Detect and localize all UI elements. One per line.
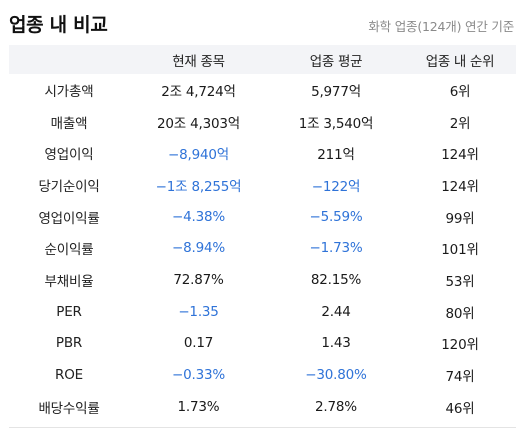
table-row: PBR 0.17 1.43 120위 bbox=[9, 328, 516, 360]
current-value: −8,940억 bbox=[168, 147, 229, 164]
rank-value: 53위 bbox=[445, 273, 475, 290]
average-value: −1.73% bbox=[309, 240, 363, 257]
current-value: −4.38% bbox=[172, 208, 225, 225]
average-value: 5,977억 bbox=[311, 83, 361, 100]
row-label: 영업이익 bbox=[44, 147, 94, 164]
row-label: PBR bbox=[55, 335, 83, 352]
table-row: 매출액 20조 4,303억 1조 3,540억 2위 bbox=[9, 106, 516, 138]
row-label: ROE bbox=[55, 367, 83, 384]
average-value: 82.15% bbox=[310, 271, 362, 288]
table-bottom-divider bbox=[9, 427, 516, 428]
rank-value: 120위 bbox=[441, 337, 479, 354]
rank-value: 124위 bbox=[441, 178, 479, 195]
row-label: 영업이익률 bbox=[38, 210, 100, 227]
rank-value: 46위 bbox=[445, 400, 475, 417]
average-value: 1조 3,540억 bbox=[298, 115, 374, 132]
row-label: 시가총액 bbox=[44, 83, 94, 100]
current-value: 20조 4,303억 bbox=[157, 115, 240, 132]
column-header-metric bbox=[9, 45, 129, 74]
row-label: 매출액 bbox=[50, 115, 88, 132]
current-value: −1조 8,255억 bbox=[155, 178, 242, 195]
current-value: −8.94% bbox=[172, 240, 225, 257]
average-value: 2.44 bbox=[321, 303, 351, 320]
average-value: −30.80% bbox=[305, 367, 367, 384]
rank-value: 74위 bbox=[445, 369, 475, 386]
table-row: 시가총액 2조 4,724억 5,977억 6위 bbox=[9, 74, 516, 106]
panel-subtitle: 화학 업종(124개) 연간 기준 bbox=[368, 19, 514, 34]
current-value: 72.87% bbox=[173, 271, 224, 288]
table-row: 부채비율 72.87% 82.15% 53위 bbox=[9, 264, 516, 296]
comparison-table: 현재 종목 업종 평균 업종 내 순위 시가총액 2조 4,724억 5,977억 6… bbox=[9, 45, 516, 423]
column-header-rank: 업종 내 순위 bbox=[425, 53, 495, 70]
column-header-average: 업종 평균 bbox=[309, 53, 363, 70]
table-row: PER −1.35 2.44 80위 bbox=[9, 296, 516, 328]
table-row: 영업이익 −8,940억 211억 124위 bbox=[9, 137, 516, 169]
row-label: 당기순이익 bbox=[38, 178, 100, 195]
current-value: 2조 4,724억 bbox=[161, 83, 236, 100]
row-label: 부채비율 bbox=[44, 273, 94, 290]
average-value: −122억 bbox=[311, 178, 361, 195]
average-value: 2.78% bbox=[315, 398, 357, 415]
row-label: PER bbox=[56, 303, 82, 320]
table-row: 영업이익률 −4.38% −5.59% 99위 bbox=[9, 201, 516, 233]
rank-value: 124위 bbox=[441, 147, 479, 164]
table-row: 배당수익률 1.73% 2.78% 46위 bbox=[9, 391, 516, 423]
average-value: −5.59% bbox=[309, 208, 363, 225]
table-header-row: 현재 종목 업종 평균 업종 내 순위 bbox=[9, 45, 516, 74]
table-row: 순이익률 −8.94% −1.73% 101위 bbox=[9, 232, 516, 264]
rank-value: 80위 bbox=[445, 305, 475, 322]
column-header-current: 현재 종목 bbox=[172, 53, 225, 70]
row-label: 배당수익률 bbox=[38, 400, 100, 417]
panel-title: 업종 내 비교 bbox=[9, 14, 108, 36]
current-value: −1.35 bbox=[178, 303, 219, 320]
current-value: 1.73% bbox=[177, 398, 220, 415]
panel-header: 업종 내 비교 화학 업종(124개) 연간 기준 bbox=[0, 0, 527, 44]
rank-value: 101위 bbox=[441, 242, 479, 259]
row-label: 순이익률 bbox=[44, 242, 94, 259]
rank-value: 6위 bbox=[449, 83, 471, 100]
table-row: 당기순이익 −1조 8,255억 −122억 124위 bbox=[9, 169, 516, 201]
current-value: 0.17 bbox=[183, 335, 214, 352]
rank-value: 2위 bbox=[449, 115, 471, 132]
current-value: −0.33% bbox=[172, 367, 225, 384]
table-row: ROE −0.33% −30.80% 74위 bbox=[9, 359, 516, 391]
average-value: 1.43 bbox=[321, 335, 351, 352]
rank-value: 99위 bbox=[445, 210, 475, 227]
average-value: 211억 bbox=[317, 147, 355, 164]
